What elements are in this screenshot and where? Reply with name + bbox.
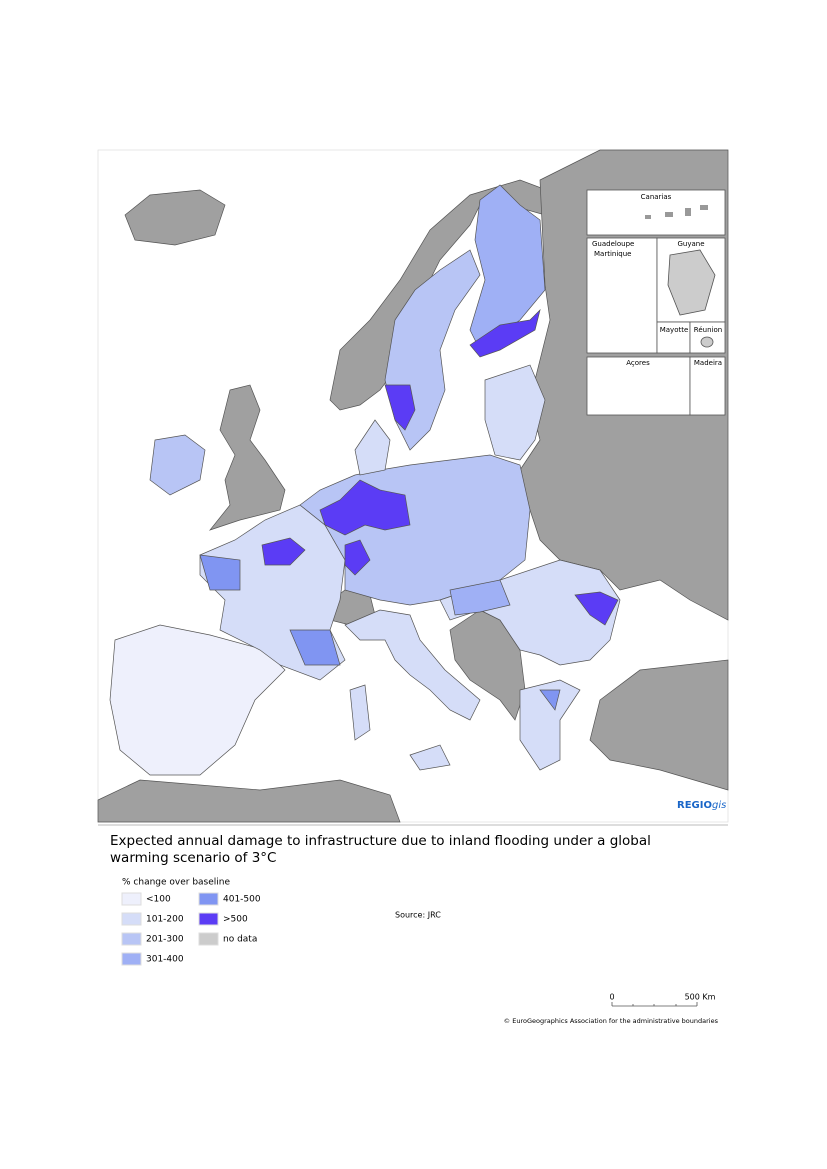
scale-bar: [611, 1002, 698, 1007]
legend-label: >500: [223, 915, 248, 925]
scale-label: 500 Km: [685, 993, 716, 1002]
inset-label: Guyane: [677, 240, 704, 248]
insets: [586, 189, 726, 416]
inset-label: Mayotte: [660, 326, 689, 334]
inset-label: Madeira: [694, 359, 722, 367]
legend-label: 101-200: [146, 915, 184, 925]
legend-swatch: [198, 912, 219, 926]
inset-label: Martinique: [594, 250, 631, 258]
legend-label: 301-400: [146, 955, 184, 965]
legend-swatch: [198, 932, 219, 946]
legend-label: 201-300: [146, 935, 184, 945]
legend: <100 101-200 201-300 301-400 401-500 >500 no d…: [121, 892, 261, 966]
legend-label: 401-500: [223, 895, 261, 905]
legend-title: % change over baseline: [122, 878, 230, 888]
legend-label: no data: [223, 935, 257, 945]
inset-label: Réunion: [694, 326, 722, 334]
legend-swatch: [121, 952, 142, 966]
logo-italic: gis: [712, 800, 726, 811]
legend-swatch: [198, 892, 219, 906]
copyright: © EuroGeographics Association for the ad…: [504, 1017, 719, 1025]
scale-label: 0: [609, 993, 614, 1002]
legend-swatch: [121, 912, 142, 926]
logo-bold: REGIO: [677, 800, 712, 811]
title: Expected annual damage to infrastructure…: [110, 833, 651, 866]
logo: REGIOgis: [677, 800, 726, 811]
inset-label: Canarias: [641, 193, 672, 201]
inset-label: Açores: [626, 359, 650, 367]
source: Source: JRC: [395, 911, 441, 920]
legend-label: <100: [146, 895, 171, 905]
inset-label: Guadeloupe: [592, 240, 634, 248]
legend-swatch: [121, 892, 142, 906]
legend-swatch: [121, 932, 142, 946]
inset-labels: Canarias Guadeloupe Martinique Guyane Ma…: [592, 193, 722, 367]
